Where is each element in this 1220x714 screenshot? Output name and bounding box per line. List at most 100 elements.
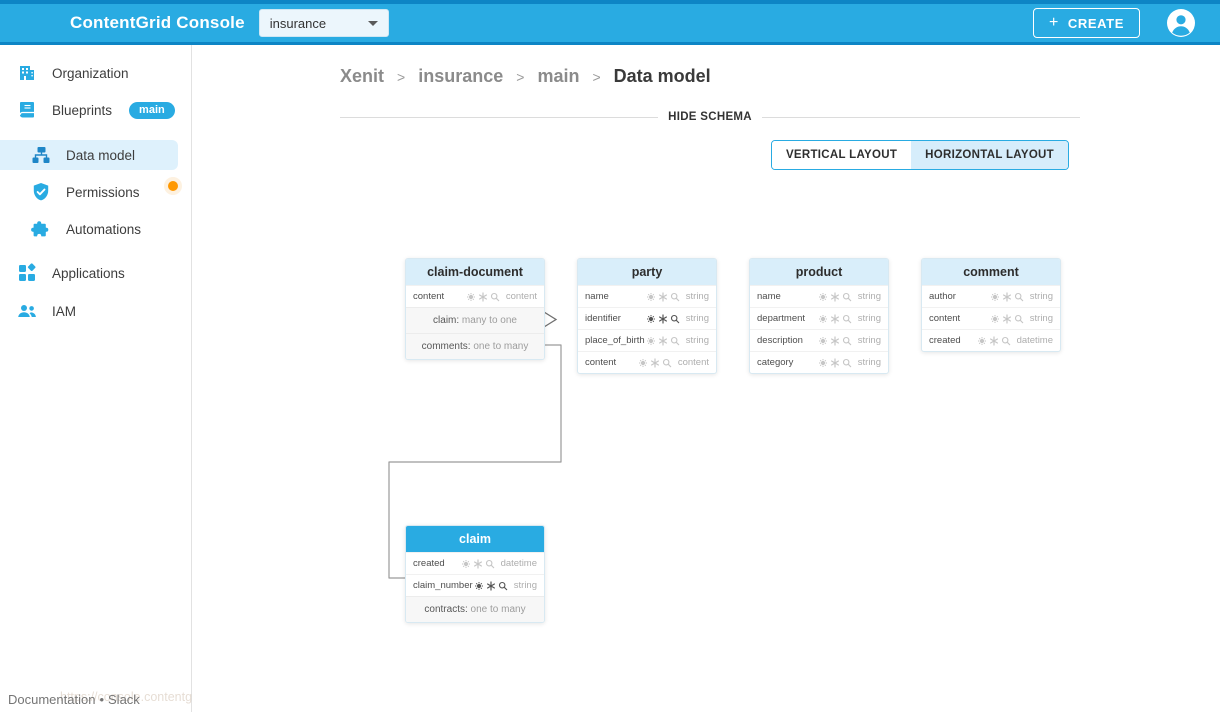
attribute-type: string	[685, 313, 709, 324]
attribute-name: author	[929, 291, 956, 302]
search-icon	[498, 581, 508, 591]
attribute-type: datetime	[500, 558, 537, 569]
users-icon	[17, 301, 37, 321]
certificate-icon	[646, 314, 656, 324]
required-icon	[830, 291, 840, 302]
required-icon	[473, 558, 483, 569]
project-select-value: insurance	[269, 15, 327, 31]
entity-name[interactable]: comment	[922, 259, 1060, 285]
documentation-link[interactable]: Documentation	[8, 692, 96, 707]
attribute-type: string	[513, 580, 537, 591]
attribute-flags	[461, 558, 495, 569]
sidebar-footer: Documentation • Slack	[8, 692, 140, 707]
attribute-row[interactable]: identifier string	[578, 307, 716, 329]
sidebar-item-organization[interactable]: Organization	[0, 59, 191, 87]
slack-link[interactable]: Slack	[108, 692, 140, 707]
sidebar-item-label: Applications	[52, 265, 125, 281]
certificate-icon	[818, 358, 828, 368]
attribute-row[interactable]: name string	[578, 285, 716, 307]
sidebar-item-blueprints[interactable]: Blueprints main	[0, 96, 191, 124]
attribute-flags	[990, 291, 1024, 302]
attribute-flags	[818, 291, 852, 302]
sidebar-item-data-model[interactable]: Data model	[0, 140, 178, 170]
project-select[interactable]: insurance	[258, 9, 389, 37]
attribute-row[interactable]: category string	[750, 351, 888, 373]
search-icon	[662, 358, 672, 368]
attribute-row[interactable]: author string	[922, 285, 1060, 307]
divider-line	[761, 116, 1080, 118]
required-icon	[650, 357, 660, 368]
attribute-row[interactable]: place_of_birth string	[578, 329, 716, 351]
attribute-type: string	[685, 335, 709, 346]
attribute-row[interactable]: created datetime	[922, 329, 1060, 351]
apps-icon	[17, 263, 37, 283]
entity-name[interactable]: product	[750, 259, 888, 285]
entity-name[interactable]: party	[578, 259, 716, 285]
search-icon	[670, 336, 680, 346]
attribute-row[interactable]: description string	[750, 329, 888, 351]
sidebar-item-permissions[interactable]: Permissions	[0, 178, 191, 206]
relation-row[interactable]: comments: one to many	[406, 333, 544, 359]
relation-name: comments:	[421, 341, 471, 352]
relation-row[interactable]: claim: many to one	[406, 307, 544, 333]
attribute-type: string	[857, 313, 881, 324]
relation-name: contracts:	[424, 604, 468, 615]
certificate-icon	[646, 292, 656, 302]
attribute-row[interactable]: created datetime	[406, 552, 544, 574]
divider-line	[340, 116, 659, 118]
sidebar-item-iam[interactable]: IAM	[0, 297, 191, 325]
entity-card-product[interactable]: product name string department string descrip…	[749, 258, 889, 374]
sidebar-item-label: Automations	[66, 221, 142, 237]
breadcrumb-separator: >	[397, 68, 406, 85]
entity-name[interactable]: claim-document	[406, 259, 544, 285]
sidebar-item-automations[interactable]: Automations	[0, 215, 191, 243]
attribute-type: datetime	[1016, 335, 1053, 346]
relation-row[interactable]: contracts: one to many	[406, 596, 544, 622]
attribute-name: created	[929, 335, 961, 346]
relation-arrow-icon	[543, 311, 558, 328]
attribute-flags	[977, 335, 1011, 346]
required-icon	[830, 357, 840, 368]
topbar: ContentGrid Console insurance + CREATE	[0, 0, 1220, 45]
attribute-row[interactable]: content string	[922, 307, 1060, 329]
certificate-icon	[977, 336, 987, 346]
account-avatar-icon[interactable]	[1166, 8, 1196, 38]
attribute-flags	[818, 357, 852, 368]
attribute-type: content	[677, 357, 709, 368]
attribute-flags	[466, 291, 500, 302]
footer-separator: •	[99, 692, 105, 707]
app-title: ContentGrid Console	[70, 13, 245, 32]
attribute-name: content	[585, 357, 617, 368]
attribute-flags	[646, 335, 680, 346]
attribute-row[interactable]: department string	[750, 307, 888, 329]
entity-card-comment[interactable]: comment author string content string created d…	[921, 258, 1061, 352]
breadcrumb-organization[interactable]: Xenit	[340, 66, 385, 86]
attribute-row[interactable]: content content	[578, 351, 716, 373]
entity-card-claim-document[interactable]: claim-document content content claim: many …	[405, 258, 545, 360]
attribute-name: description	[757, 335, 803, 346]
vertical-layout-button[interactable]: VERTICAL LAYOUT	[771, 141, 912, 169]
hide-schema-toggle[interactable]: HIDE SCHEMA	[340, 111, 1080, 123]
relation-cardinality: one to many	[470, 341, 529, 352]
attribute-flags	[646, 313, 680, 324]
breadcrumb-project[interactable]: insurance	[418, 66, 504, 86]
entity-card-party[interactable]: party name string identifier string place_of_…	[577, 258, 717, 374]
breadcrumb-separator: >	[592, 68, 601, 85]
sidebar-item-label: IAM	[52, 303, 77, 319]
attribute-type: string	[857, 291, 881, 302]
create-button[interactable]: + CREATE	[1032, 8, 1140, 38]
entity-name[interactable]: claim	[406, 526, 544, 552]
attribute-row[interactable]: name string	[750, 285, 888, 307]
attribute-name: created	[413, 558, 445, 569]
breadcrumb-branch[interactable]: main	[537, 66, 580, 86]
attribute-row[interactable]: claim_number string	[406, 574, 544, 596]
attribute-name: place_of_birth	[585, 335, 645, 346]
entity-card-claim[interactable]: claim created datetime claim_number string co…	[405, 525, 545, 623]
attribute-type: content	[505, 291, 537, 302]
create-button-label: CREATE	[1067, 15, 1124, 31]
search-icon	[842, 292, 852, 302]
sidebar-item-applications[interactable]: Applications	[0, 259, 191, 287]
horizontal-layout-button[interactable]: HORIZONTAL LAYOUT	[911, 141, 1068, 169]
attribute-row[interactable]: content content	[406, 285, 544, 307]
branch-badge[interactable]: main	[129, 101, 175, 119]
